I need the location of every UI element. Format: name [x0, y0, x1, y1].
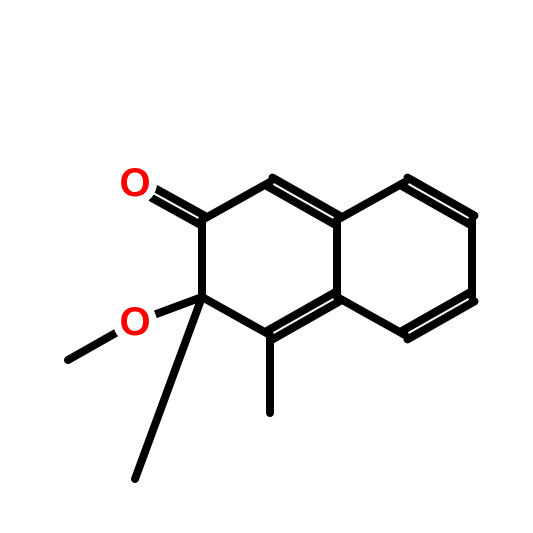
- bond: [337, 297, 405, 335]
- bond: [202, 297, 270, 335]
- atom-label-o: O: [119, 161, 150, 205]
- molecule-diagram: OO: [0, 0, 533, 533]
- bond: [68, 333, 116, 360]
- bond: [202, 182, 270, 220]
- bond: [337, 182, 405, 220]
- atom-label-o: O: [119, 300, 150, 344]
